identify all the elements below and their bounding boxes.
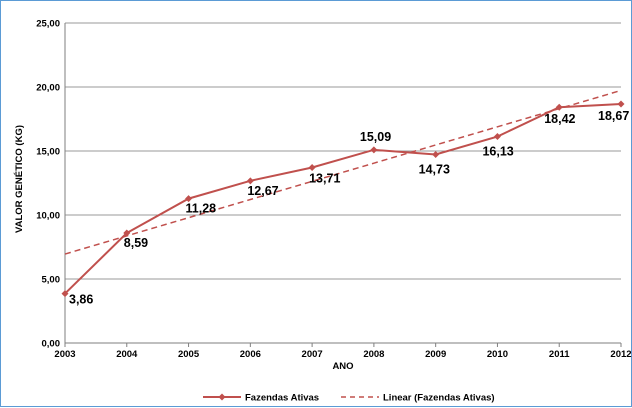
data-label: 14,73 bbox=[419, 162, 450, 176]
data-point-marker bbox=[493, 133, 501, 141]
data-label: 16,13 bbox=[482, 145, 513, 159]
data-point-marker bbox=[617, 100, 625, 108]
data-label: 18,67 bbox=[598, 109, 629, 123]
x-tick-label: 2011 bbox=[549, 349, 570, 360]
data-point-marker bbox=[246, 177, 254, 185]
data-point-marker bbox=[123, 229, 131, 237]
legend-label-linear: Linear (Fazendas Ativas) bbox=[383, 393, 495, 404]
data-label: 18,42 bbox=[544, 112, 575, 126]
x-tick-label: 2007 bbox=[302, 349, 323, 360]
data-label: 12,67 bbox=[247, 184, 278, 198]
x-tick-label: 2006 bbox=[240, 349, 261, 360]
data-label: 8,59 bbox=[124, 236, 148, 250]
series-line-fazendas-ativas bbox=[64, 103, 622, 295]
y-tick-label: 0,00 bbox=[42, 339, 61, 350]
legend: Fazendas Ativas Linear (Fazendas Ativas) bbox=[203, 393, 495, 404]
legend-marker-fazendas-ativas bbox=[218, 393, 226, 401]
x-tick-label: 2012 bbox=[610, 349, 631, 360]
data-labels: 3,86 8,59 11,28 12,67 13,71 15,09 14,73 16,13 18… bbox=[69, 109, 629, 307]
x-tick-label: 2008 bbox=[363, 349, 384, 360]
axes: 0,00 5,00 10,00 15,00 20,00 25,00 2003 2004 2005… bbox=[36, 19, 631, 361]
x-tick-label: 2009 bbox=[425, 349, 446, 360]
data-point-marker bbox=[555, 103, 563, 111]
data-point-marker bbox=[432, 150, 440, 158]
data-point-marker bbox=[185, 195, 193, 203]
data-point-marker bbox=[61, 290, 69, 298]
data-label: 15,09 bbox=[360, 130, 391, 144]
x-tick-label: 2005 bbox=[178, 349, 200, 360]
data-label: 13,71 bbox=[309, 172, 340, 186]
legend-label-fazendas-ativas: Fazendas Ativas bbox=[245, 393, 319, 404]
y-tick-label: 10,00 bbox=[36, 211, 60, 222]
y-tick-label: 5,00 bbox=[42, 275, 61, 286]
gridlines bbox=[65, 22, 621, 280]
data-point-marker bbox=[308, 164, 316, 172]
series-layer bbox=[61, 89, 625, 298]
y-axis-title: VALOR GENÉTICO (KG) bbox=[14, 125, 25, 233]
data-label: 3,86 bbox=[69, 293, 93, 307]
y-tick-label: 20,00 bbox=[36, 83, 60, 94]
y-tick-label: 15,00 bbox=[36, 147, 60, 158]
data-point-marker bbox=[370, 146, 378, 154]
x-tick-label: 2010 bbox=[487, 349, 508, 360]
x-tick-label: 2003 bbox=[54, 349, 75, 360]
data-label: 11,28 bbox=[186, 202, 217, 216]
trend-line-linear bbox=[64, 89, 622, 255]
x-tick-label: 2004 bbox=[116, 349, 138, 360]
x-axis-title: ANO bbox=[332, 361, 353, 372]
y-tick-label: 25,00 bbox=[36, 19, 60, 30]
